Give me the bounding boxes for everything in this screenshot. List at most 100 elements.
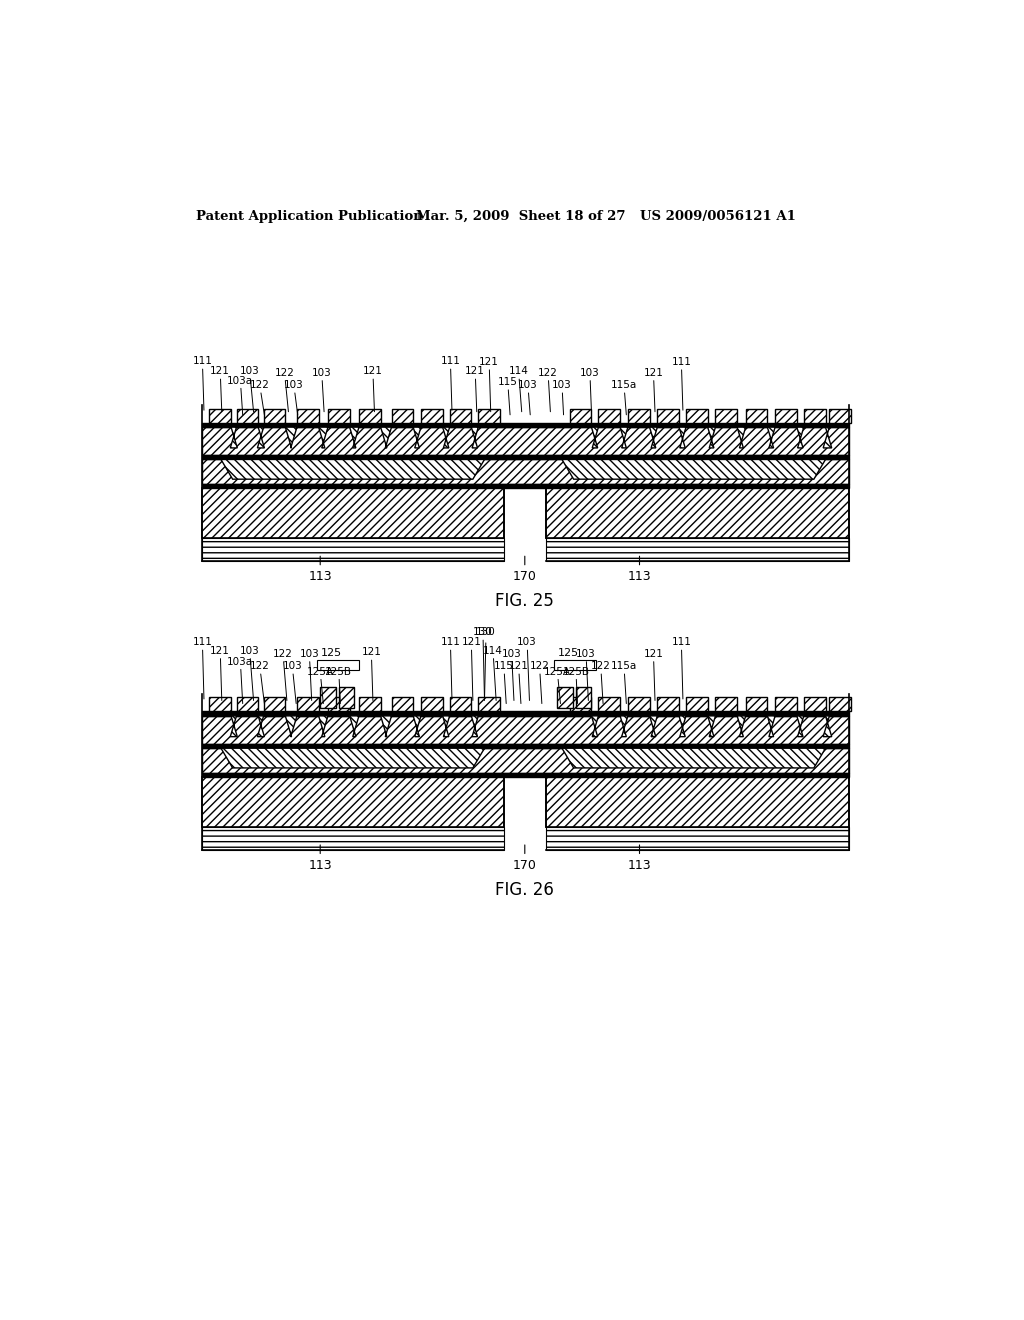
Bar <box>657 409 679 422</box>
Polygon shape <box>349 715 359 737</box>
Bar <box>421 697 442 711</box>
Text: 121: 121 <box>509 661 528 704</box>
Bar <box>202 428 849 455</box>
Bar <box>628 697 649 711</box>
Text: 121: 121 <box>479 358 499 412</box>
Polygon shape <box>767 715 775 737</box>
Text: 121: 121 <box>643 368 664 412</box>
Bar <box>209 697 231 711</box>
Bar <box>686 409 708 422</box>
Bar <box>359 697 381 711</box>
Bar <box>546 488 849 539</box>
Bar <box>569 697 592 711</box>
Bar <box>575 686 592 708</box>
Text: 125: 125 <box>558 648 579 659</box>
Polygon shape <box>286 715 297 737</box>
Text: Mar. 5, 2009  Sheet 18 of 27: Mar. 5, 2009 Sheet 18 of 27 <box>417 210 626 223</box>
Polygon shape <box>381 428 391 447</box>
Polygon shape <box>737 715 745 737</box>
Text: 111: 111 <box>672 638 691 700</box>
Bar <box>829 409 851 422</box>
Bar <box>628 409 649 422</box>
Bar <box>297 697 318 711</box>
Bar <box>421 409 442 422</box>
Text: 103: 103 <box>283 661 302 704</box>
Text: 121: 121 <box>462 638 481 701</box>
Bar <box>297 409 318 422</box>
Bar <box>450 697 471 711</box>
Text: 103: 103 <box>240 645 259 701</box>
Text: 113: 113 <box>628 556 651 583</box>
Bar <box>391 697 414 711</box>
Polygon shape <box>471 715 478 737</box>
Text: 115a: 115a <box>611 380 637 414</box>
Bar <box>657 697 679 711</box>
Polygon shape <box>349 428 359 447</box>
Polygon shape <box>562 748 825 768</box>
Polygon shape <box>562 459 825 479</box>
Text: 103a: 103a <box>227 656 253 704</box>
Text: 103: 103 <box>518 380 538 414</box>
Text: 111: 111 <box>440 638 461 700</box>
Polygon shape <box>230 428 238 447</box>
Text: 121: 121 <box>210 645 230 701</box>
Bar <box>263 697 286 711</box>
Bar <box>202 774 849 776</box>
Polygon shape <box>230 715 238 737</box>
Polygon shape <box>442 715 450 737</box>
Text: 103: 103 <box>517 638 537 701</box>
Text: 103: 103 <box>552 380 571 414</box>
Text: 113: 113 <box>308 556 332 583</box>
Bar <box>202 715 849 743</box>
Polygon shape <box>592 715 598 737</box>
Polygon shape <box>257 715 264 737</box>
Text: 103: 103 <box>577 649 596 701</box>
Bar <box>237 697 258 711</box>
Polygon shape <box>767 428 775 447</box>
Bar <box>202 711 849 715</box>
Polygon shape <box>737 428 745 447</box>
Bar <box>339 686 354 708</box>
Text: FIG. 26: FIG. 26 <box>496 880 554 899</box>
Bar <box>598 697 621 711</box>
Text: FIG. 25: FIG. 25 <box>496 591 554 610</box>
Text: 121: 121 <box>361 647 381 701</box>
Polygon shape <box>318 715 328 737</box>
Polygon shape <box>221 748 484 768</box>
Text: 170: 170 <box>513 556 537 583</box>
Text: 122: 122 <box>250 380 269 414</box>
Text: 111: 111 <box>672 358 691 411</box>
Polygon shape <box>414 715 421 737</box>
Text: 115a: 115a <box>611 661 637 704</box>
Text: 122: 122 <box>273 649 293 701</box>
Text: 103: 103 <box>580 368 600 412</box>
Bar <box>209 409 231 422</box>
Bar <box>202 484 849 488</box>
Text: 125A: 125A <box>307 667 334 704</box>
Bar <box>804 697 825 711</box>
Polygon shape <box>286 428 297 447</box>
Polygon shape <box>257 428 264 447</box>
Text: 130: 130 <box>473 627 493 701</box>
Bar <box>321 686 336 708</box>
Text: 122: 122 <box>274 368 295 412</box>
Bar <box>745 697 767 711</box>
Bar <box>829 697 851 711</box>
Bar <box>804 409 825 422</box>
Text: 113: 113 <box>628 845 651 873</box>
Polygon shape <box>221 459 484 479</box>
Bar <box>598 409 621 422</box>
Text: 103: 103 <box>312 368 332 412</box>
Bar <box>391 409 414 422</box>
Text: 103a: 103a <box>227 376 253 414</box>
Text: 103: 103 <box>502 649 521 701</box>
Polygon shape <box>708 428 716 447</box>
Bar <box>328 697 349 711</box>
Bar <box>686 697 708 711</box>
Text: 125A: 125A <box>544 667 570 704</box>
Bar <box>745 409 767 422</box>
Text: 103: 103 <box>299 649 319 701</box>
Bar <box>202 776 504 826</box>
Bar <box>202 539 504 561</box>
Text: 103: 103 <box>240 367 259 412</box>
